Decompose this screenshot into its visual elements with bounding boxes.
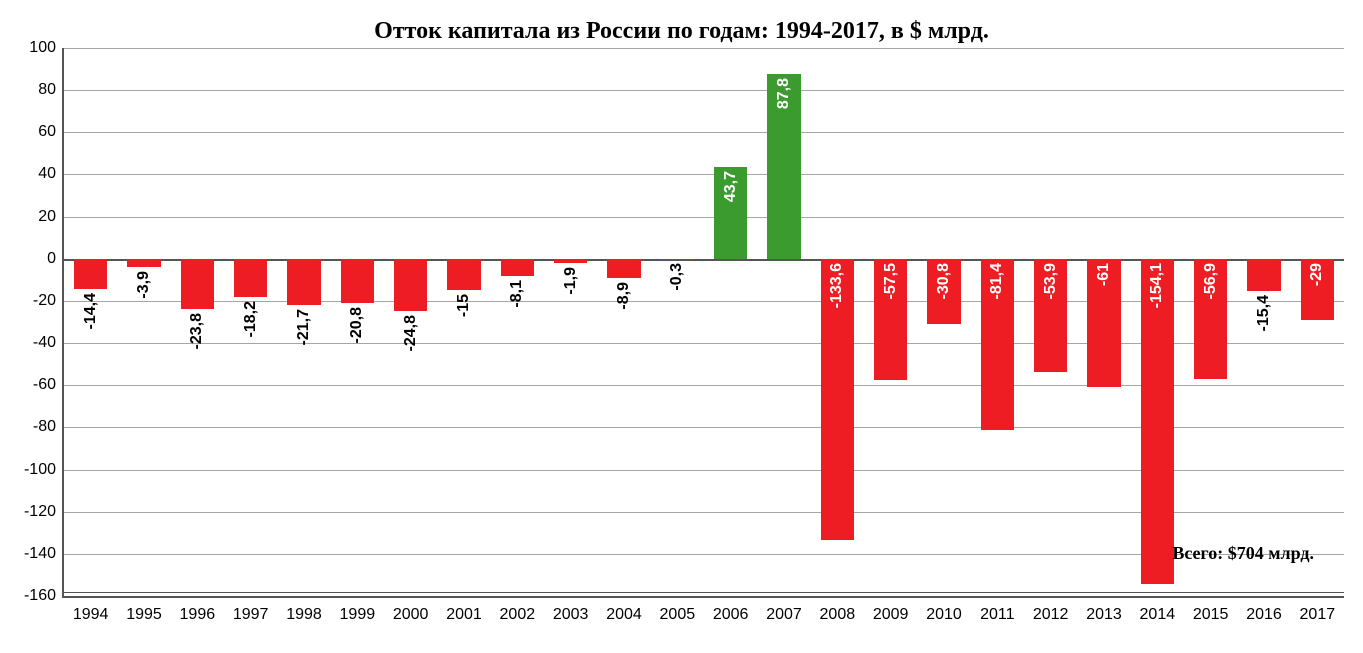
- axis-line: [62, 592, 1344, 593]
- x-tick-label: 2001: [446, 596, 482, 624]
- total-note: Всего: $704 млрд.: [1172, 543, 1314, 564]
- y-tick-label: -120: [24, 503, 64, 521]
- bar: [607, 259, 640, 278]
- y-tick-label: 40: [38, 165, 64, 183]
- bar: [234, 259, 267, 297]
- x-tick-label: 2005: [660, 596, 696, 624]
- y-tick-label: -140: [24, 545, 64, 563]
- bar-value-label: -30,8: [935, 263, 953, 299]
- x-tick-label: 2011: [980, 596, 1014, 624]
- x-tick-label: 2006: [713, 596, 749, 624]
- x-tick-label: 2008: [820, 596, 856, 624]
- bar-value-label: -18,2: [242, 301, 260, 337]
- x-tick-label: 1995: [126, 596, 162, 624]
- bar: [1247, 259, 1280, 291]
- bar-value-label: -56,9: [1202, 263, 1220, 299]
- x-tick-label: 1999: [340, 596, 376, 624]
- bar-value-label: -20,8: [348, 307, 366, 343]
- gridline: [64, 90, 1344, 91]
- bar-value-label: -57,5: [882, 263, 900, 299]
- x-tick-label: 2003: [553, 596, 589, 624]
- bar-value-label: -81,4: [988, 263, 1006, 299]
- y-tick-label: -20: [33, 292, 64, 310]
- bar-value-label: -15,4: [1255, 295, 1273, 331]
- bar-value-label: -24,8: [402, 315, 420, 351]
- y-tick-label: -40: [33, 334, 64, 352]
- gridline: [64, 48, 1344, 49]
- x-tick-label: 2016: [1246, 596, 1282, 624]
- y-tick-label: 60: [38, 123, 64, 141]
- bar: [341, 259, 374, 303]
- bar-value-label: -1,9: [562, 267, 580, 295]
- bar: [661, 259, 694, 260]
- x-tick-label: 1998: [286, 596, 322, 624]
- bar-value-label: -0,3: [668, 263, 686, 291]
- x-tick-label: 2009: [873, 596, 909, 624]
- x-tick-label: 2007: [766, 596, 802, 624]
- bar-value-label: 87,8: [775, 78, 793, 109]
- plot-area: 100806040200-20-40-60-80-100-120-140-160…: [62, 48, 1344, 598]
- x-tick-label: 2014: [1140, 596, 1176, 624]
- bar-value-label: -21,7: [295, 309, 313, 345]
- x-tick-label: 2004: [606, 596, 642, 624]
- bar: [127, 259, 160, 267]
- bar-value-label: -23,8: [188, 313, 206, 349]
- x-tick-label: 2012: [1033, 596, 1069, 624]
- y-tick-label: 0: [47, 250, 64, 268]
- x-tick-label: 1997: [233, 596, 269, 624]
- x-tick-label: 2015: [1193, 596, 1229, 624]
- bar-value-label: -154,1: [1148, 263, 1166, 308]
- bar: [74, 259, 107, 289]
- bar-value-label: -15: [455, 294, 473, 317]
- x-tick-label: 2010: [926, 596, 962, 624]
- x-tick-label: 2017: [1300, 596, 1336, 624]
- bar-value-label: -61: [1095, 263, 1113, 286]
- y-tick-label: -80: [33, 418, 64, 436]
- gridline: [64, 217, 1344, 218]
- y-tick-label: 20: [38, 208, 64, 226]
- bar: [394, 259, 427, 311]
- bar: [501, 259, 534, 276]
- bar: [181, 259, 214, 309]
- gridline: [64, 132, 1344, 133]
- y-tick-label: -100: [24, 461, 64, 479]
- x-tick-label: 2000: [393, 596, 429, 624]
- bar: [554, 259, 587, 263]
- y-tick-label: 100: [29, 39, 64, 57]
- x-tick-label: 1994: [73, 596, 109, 624]
- chart-container: Отток капитала из России по годам: 1994-…: [0, 0, 1363, 653]
- bar: [287, 259, 320, 305]
- x-tick-label: 2013: [1086, 596, 1122, 624]
- bar-value-label: -8,9: [615, 282, 633, 310]
- bar-value-label: -133,6: [828, 263, 846, 308]
- x-tick-label: 1996: [180, 596, 216, 624]
- gridline: [64, 174, 1344, 175]
- bar: [447, 259, 480, 291]
- y-tick-label: -60: [33, 376, 64, 394]
- bar-value-label: -14,4: [82, 293, 100, 329]
- bar-value-label: -3,9: [135, 271, 153, 299]
- bar-value-label: -29: [1308, 263, 1326, 286]
- y-tick-label: 80: [38, 81, 64, 99]
- bar-value-label: -8,1: [508, 280, 526, 308]
- bar-value-label: -53,9: [1042, 263, 1060, 299]
- bar-value-label: 43,7: [722, 171, 740, 202]
- x-tick-label: 2002: [500, 596, 536, 624]
- y-tick-label: -160: [24, 587, 64, 605]
- chart-title: Отток капитала из России по годам: 1994-…: [0, 18, 1363, 45]
